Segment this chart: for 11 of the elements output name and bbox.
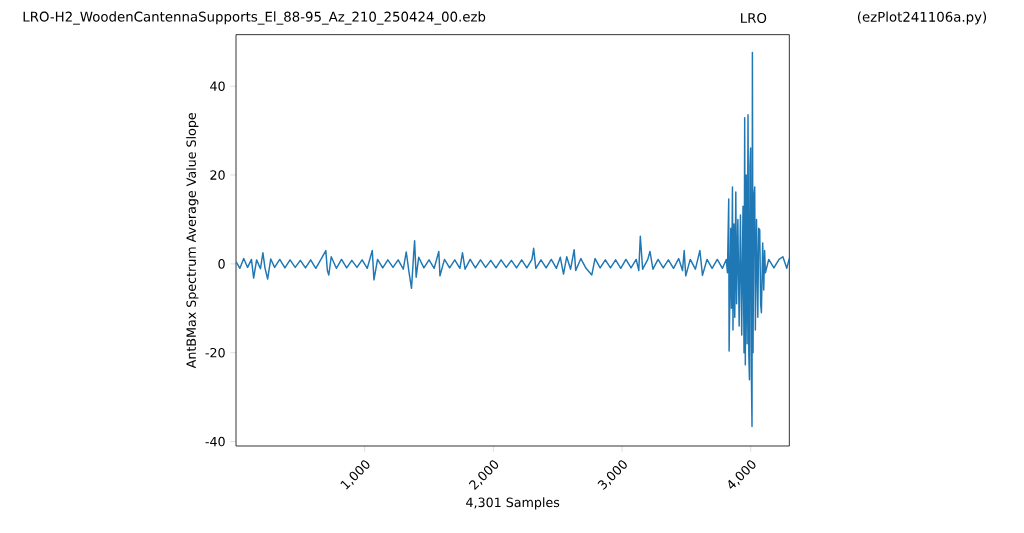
x-axis-title: 4,301 Samples <box>466 497 560 510</box>
y-tick-label: 0 <box>218 258 225 269</box>
y-tick-label: 40 <box>210 81 225 91</box>
text: LRO <box>741 12 767 23</box>
y-axis-title: AntBMax Spectrum Average Value Slope <box>186 112 199 369</box>
chart-title: LRO-H2_WoodenCantennaSupports_El_88-95_Az_210_250424_00.ezb <box>23 11 486 25</box>
line-series <box>236 51 790 428</box>
y-tick-label: -40 <box>205 436 225 447</box>
text: (ezPlot241106a.py) <box>857 11 987 25</box>
y-tick-label: -20 <box>205 347 225 358</box>
y-tick-label: 20 <box>210 170 225 180</box>
